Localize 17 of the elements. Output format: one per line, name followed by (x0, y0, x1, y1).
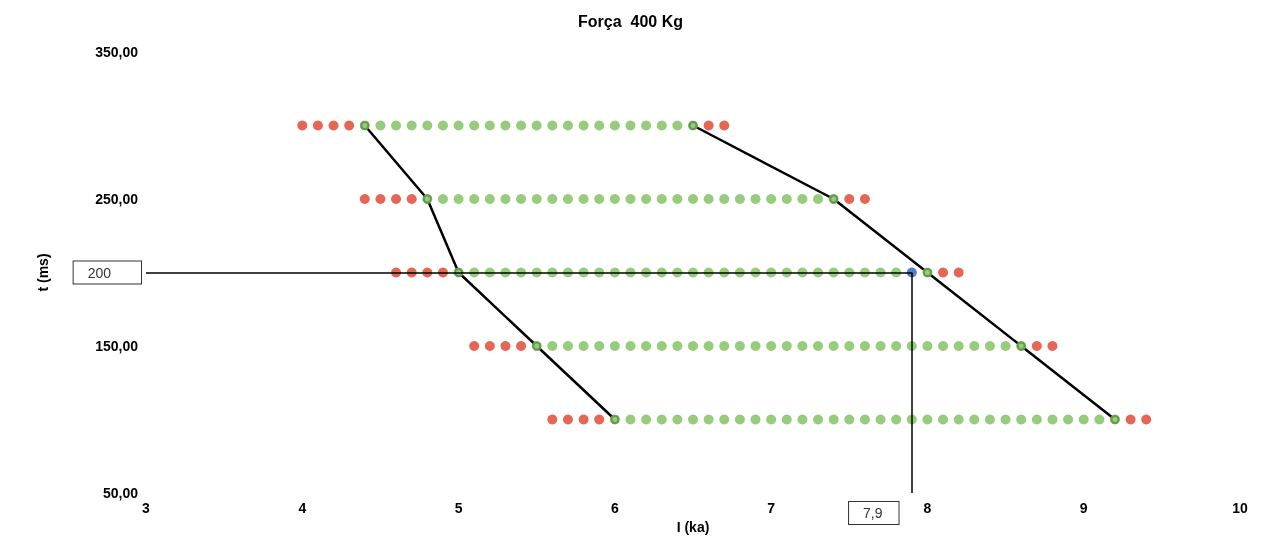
x-tick-label: 7 (767, 500, 776, 516)
y-tick-label: 250,00 (95, 191, 139, 207)
x-axis-title: I (ka) (676, 518, 710, 535)
x-tick-label: 4 (298, 500, 307, 516)
ref-line-label: 7,9 (863, 505, 883, 521)
x-tick-label: 5 (454, 500, 463, 516)
chart-title: Força 400 Kg (578, 12, 683, 30)
x-tick-label: 9 (1079, 500, 1088, 516)
y-tick-label: 350,00 (95, 44, 139, 60)
x-tick-label: 3 (142, 500, 151, 516)
x-tick-label: 10 (1232, 500, 1248, 516)
x-tick-label: 6 (610, 500, 619, 516)
x-tick-label: 8 (923, 500, 932, 516)
y-tick-label: 50,00 (102, 485, 139, 501)
y-tick-label: 150,00 (95, 338, 139, 354)
ref-line-label: 200 (87, 264, 112, 281)
y-axis-title: t (ms) (35, 253, 51, 292)
